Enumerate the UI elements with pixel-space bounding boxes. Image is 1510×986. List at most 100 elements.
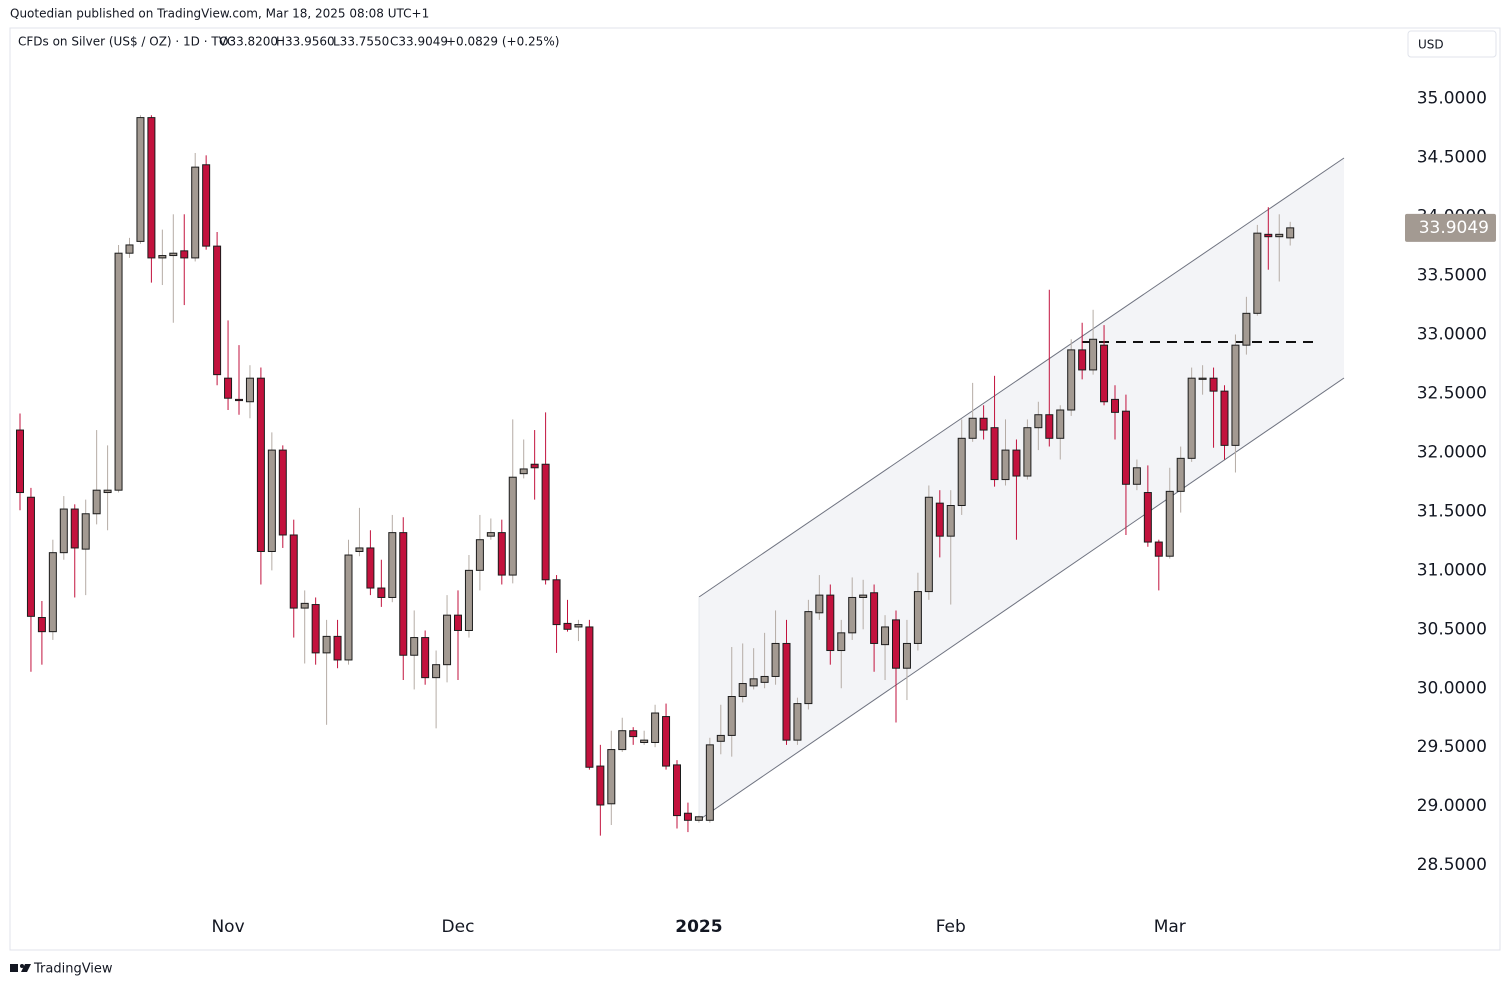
candle-body xyxy=(1242,312,1251,346)
candle-body xyxy=(311,604,320,654)
x-tick-label: Nov xyxy=(211,917,244,937)
candle-body xyxy=(464,569,473,631)
x-tick-label: Mar xyxy=(1154,917,1186,937)
candle-body xyxy=(1209,377,1218,392)
y-tick-label: 32.5000 xyxy=(1417,383,1487,403)
candle-body xyxy=(136,117,145,242)
candle-body xyxy=(815,594,824,614)
x-tick-label: Dec xyxy=(442,917,475,937)
candle-body xyxy=(344,554,353,661)
candle-body xyxy=(191,166,200,259)
y-tick-label: 28.5000 xyxy=(1417,855,1487,875)
candle-body xyxy=(1111,398,1119,413)
channel-upper xyxy=(698,157,1345,598)
candle-body xyxy=(1034,414,1043,429)
candle-body xyxy=(892,619,900,669)
candle-body xyxy=(870,592,879,644)
candle-body xyxy=(585,626,594,768)
candle-body xyxy=(1023,427,1032,477)
y-tick-label: 31.0000 xyxy=(1417,560,1487,580)
candle-body xyxy=(673,764,681,817)
candle-body xyxy=(1165,490,1174,557)
candle-body xyxy=(946,505,955,537)
candle-body xyxy=(705,744,714,821)
ohlc-high: H33.9560 xyxy=(276,35,335,49)
candle-body xyxy=(245,377,254,403)
candle-body xyxy=(552,579,561,626)
candle-body xyxy=(16,429,24,494)
candle-body xyxy=(180,250,189,259)
candles xyxy=(16,115,1295,836)
candle-body xyxy=(662,716,671,767)
candle-body xyxy=(859,594,868,598)
candle-body xyxy=(322,635,331,654)
candle-body xyxy=(235,398,243,402)
candle-body xyxy=(1231,344,1240,446)
candle-body xyxy=(103,489,112,494)
candle-body xyxy=(114,252,123,491)
candle-body xyxy=(278,449,287,536)
last-price-label: 33.9049 xyxy=(1419,218,1489,238)
y-tick-label: 35.0000 xyxy=(1417,89,1487,109)
candle-body xyxy=(618,730,627,751)
x-tick-label: 2025 xyxy=(675,917,722,937)
candle-body xyxy=(913,591,922,644)
candle-body xyxy=(881,626,890,646)
candle-body xyxy=(497,532,506,576)
candle-body xyxy=(475,539,484,571)
candle-body xyxy=(804,611,813,705)
candle-body xyxy=(530,463,539,469)
candle-body xyxy=(169,252,178,257)
candle-body xyxy=(1078,349,1087,371)
candle-body xyxy=(81,513,90,550)
candle-body xyxy=(59,508,68,554)
candle-body xyxy=(541,463,550,581)
candle-body xyxy=(1001,449,1010,481)
candle-body xyxy=(421,637,430,679)
candle-body xyxy=(640,739,649,743)
candle-body xyxy=(300,602,309,609)
candle-body xyxy=(1089,338,1098,371)
x-tick-label: Feb xyxy=(936,917,966,937)
candle-body xyxy=(1121,410,1130,485)
y-tick-label: 31.5000 xyxy=(1417,501,1487,521)
candle-body xyxy=(1154,541,1163,557)
currency-box[interactable] xyxy=(1407,30,1497,58)
ohlc-close: C33.9049 xyxy=(390,35,448,49)
candle-body xyxy=(979,417,988,431)
candle-body xyxy=(519,468,528,475)
candle-body xyxy=(1264,233,1273,238)
candle-body xyxy=(454,614,462,631)
channel-fill xyxy=(699,158,1344,820)
currency[interactable]: USD xyxy=(1418,38,1444,52)
candle-body xyxy=(224,377,233,399)
candle-body xyxy=(651,712,660,743)
candle-body xyxy=(1056,409,1065,439)
candle-body xyxy=(410,637,419,656)
candle-body xyxy=(508,476,517,576)
candle-body xyxy=(935,502,944,537)
candle-body xyxy=(771,642,780,677)
candle-body xyxy=(70,508,79,549)
candle-body xyxy=(147,117,156,259)
candle-body xyxy=(377,587,386,598)
candle-body xyxy=(366,547,375,589)
y-tick-label: 29.0000 xyxy=(1417,796,1487,816)
y-tick-label: 30.5000 xyxy=(1417,619,1487,639)
ohlc-low: L33.7550 xyxy=(333,35,389,49)
y-tick-label: 29.5000 xyxy=(1417,737,1487,757)
pane-border xyxy=(9,27,1501,951)
candle-body xyxy=(158,255,167,259)
candle-body xyxy=(727,696,736,736)
symbol: CFDs on Silver (US$ / OZ) · 1D · TVC xyxy=(18,35,235,49)
candle-body xyxy=(256,377,265,552)
candle-body xyxy=(202,164,211,247)
candle-body xyxy=(213,245,222,376)
y-tick-label: 32.0000 xyxy=(1417,442,1487,462)
candle-body xyxy=(629,730,638,738)
candle-body xyxy=(388,532,397,598)
candle-body xyxy=(267,449,276,552)
candle-body xyxy=(607,749,616,805)
